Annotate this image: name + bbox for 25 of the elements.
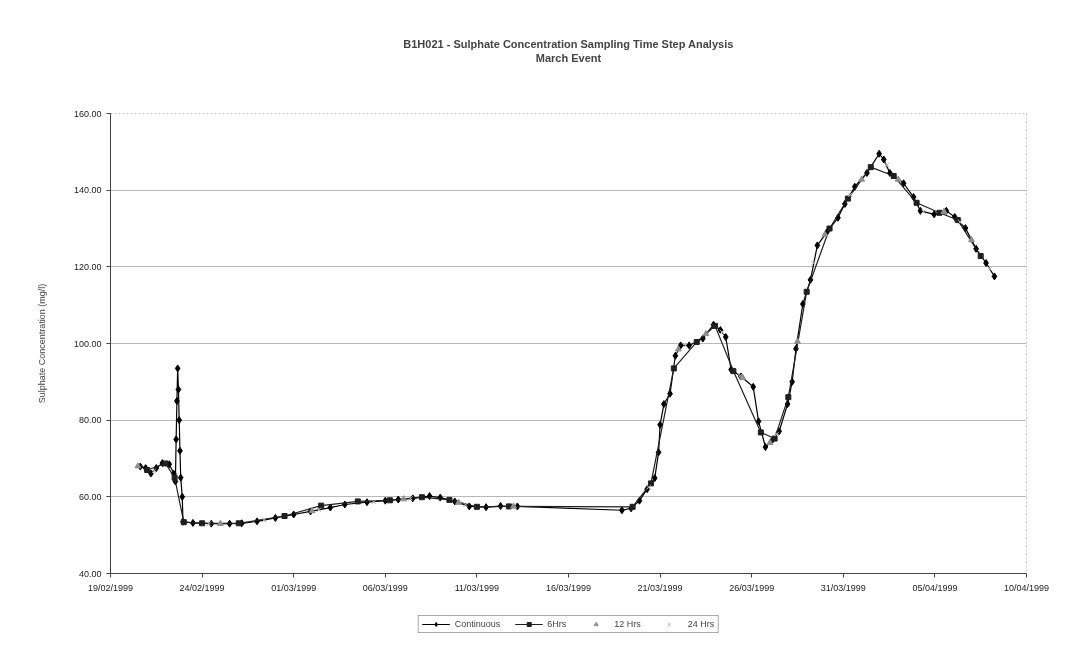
legend-label: 6Hrs: [547, 619, 568, 629]
y-tick-label: 100.00: [73, 338, 102, 349]
x-tick-label: 10/04/1999: [1003, 582, 1050, 593]
y-tick-label: 40.00: [78, 568, 102, 579]
legend-label: 24 Hrs: [687, 619, 715, 629]
x-tick-label: 24/02/1999: [179, 582, 225, 593]
x-tick-label: 11/03/1999: [454, 582, 500, 593]
x-tick-label: 19/02/1999: [87, 582, 134, 593]
x-tick-label: 26/03/1999: [729, 582, 775, 593]
y-axis-title: Sulphate Concentration (mg/l): [36, 283, 47, 404]
y-tick-label: 60.00: [78, 491, 102, 502]
legend-label: Continuous: [454, 619, 501, 629]
x-tick-label: 16/03/1999: [545, 582, 592, 593]
y-tick-label: 80.00: [78, 415, 102, 426]
y-tick-label: 140.00: [73, 185, 102, 196]
x-tick-label: 31/03/1999: [820, 582, 866, 593]
y-tick-label: 120.00: [73, 261, 102, 272]
chart-subtitle: March Event: [535, 51, 602, 64]
x-tick-label: 01/03/1999: [271, 582, 317, 593]
chart-title: B1H021 - Sulphate Concentration Sampling Time Step Analysis: [403, 37, 734, 50]
legend-label: 12 Hrs: [614, 619, 641, 629]
x-tick-label: 06/03/1999: [362, 582, 408, 593]
x-tick-label: 21/03/1999: [637, 582, 683, 593]
x-tick-label: 05/04/1999: [912, 582, 958, 593]
y-tick-label: 160.00: [73, 108, 102, 119]
